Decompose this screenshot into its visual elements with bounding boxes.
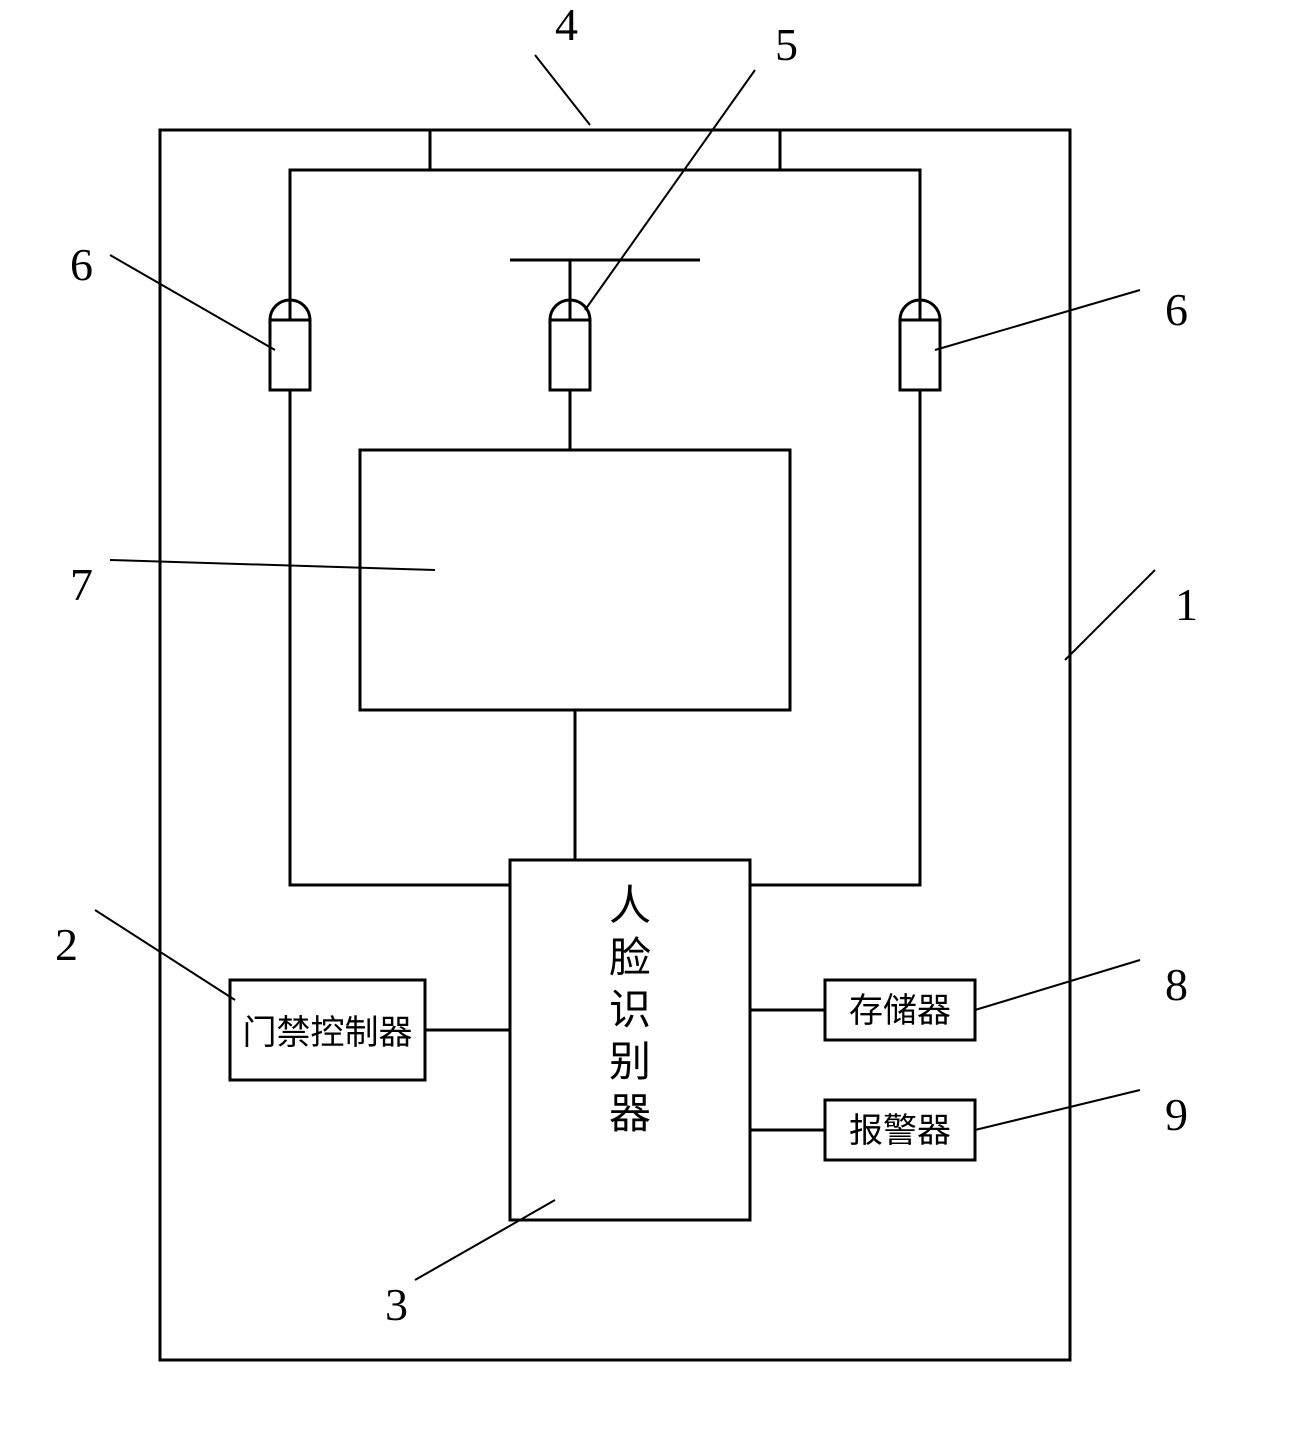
leader-line	[585, 70, 755, 310]
wire	[750, 390, 920, 885]
leader-line	[1065, 570, 1155, 660]
storage-label: 存储器	[849, 992, 951, 1030]
leader-line	[110, 255, 275, 350]
leader-line	[975, 960, 1140, 1010]
top-slot	[430, 130, 780, 170]
leader-line	[95, 910, 235, 1000]
leader-line	[535, 55, 590, 125]
leader-line	[415, 1200, 555, 1280]
access-controller-label: 门禁控制器	[243, 1014, 413, 1052]
wire	[290, 170, 430, 320]
callout-number: 3	[385, 1279, 408, 1330]
wire	[290, 390, 510, 885]
leader-line	[935, 290, 1140, 350]
callout-number: 7	[70, 559, 93, 610]
callout-number: 1	[1175, 579, 1198, 630]
callout-number: 2	[55, 919, 78, 970]
callout-number: 4	[555, 0, 578, 50]
wire	[780, 170, 920, 320]
callout-number: 6	[1165, 284, 1188, 335]
callout-number: 6	[70, 239, 93, 290]
device-outline	[160, 130, 1070, 1360]
display-screen	[360, 450, 790, 710]
callout-number: 5	[775, 19, 798, 70]
alarm-label: 报警器	[849, 1112, 951, 1150]
leader-line	[975, 1090, 1140, 1130]
callout-number: 8	[1165, 959, 1188, 1010]
callout-number: 9	[1165, 1089, 1188, 1140]
face-recognizer-label: 人脸识别器	[609, 884, 651, 1138]
